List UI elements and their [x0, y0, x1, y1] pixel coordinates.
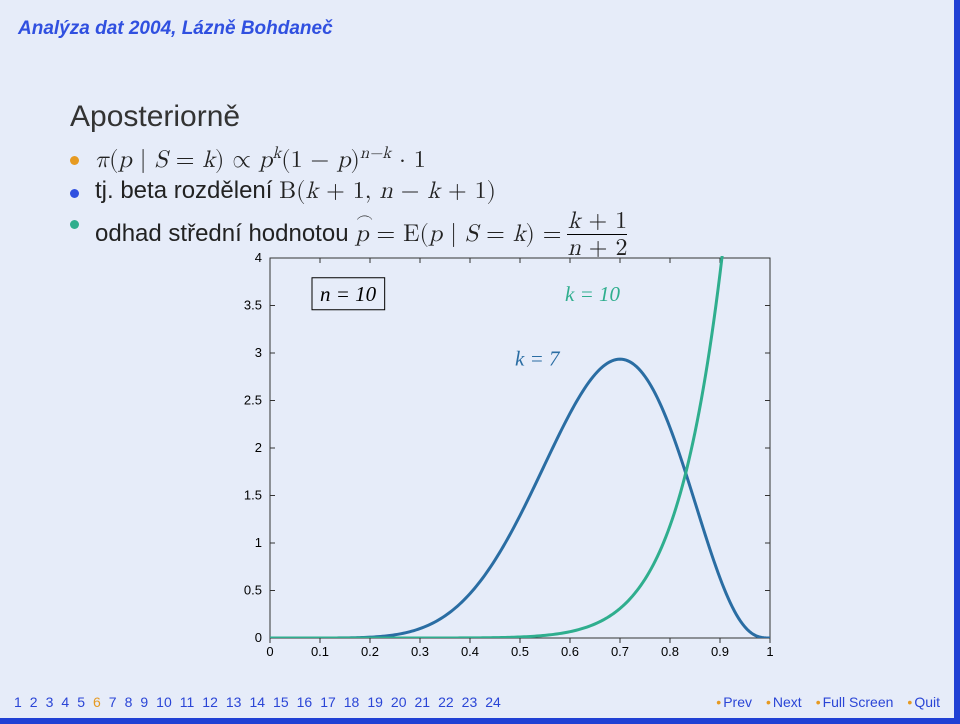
svg-text:0.1: 0.1	[311, 644, 329, 659]
chart-svg: 0 0.1 0.2 0.3 0.4 0.5 0.6 0.7 0.8 0.9 1 0 0.5 1 1.5 2 2.…	[220, 248, 780, 668]
nav-quit[interactable]: •Quit	[907, 694, 940, 710]
svg-text:2.5: 2.5	[244, 393, 262, 408]
page-link-21[interactable]: 21	[415, 694, 431, 710]
bullet-list: π(p | S = k) ∝ pk(1 − p)n−k · 1 tj. beta…	[70, 144, 890, 262]
svg-text:1: 1	[766, 644, 773, 659]
bullet-1: π(p | S = k) ∝ pk(1 − p)n−k · 1	[70, 144, 890, 175]
page-shadow: Analýza dat 2004, Lázně Bohdaneč Aposter…	[0, 0, 960, 724]
svg-text:k = 10: k = 10	[565, 282, 620, 306]
header-text: Analýza dat 2004, Lázně Bohdaneč	[18, 18, 333, 40]
page-link-13[interactable]: 13	[226, 694, 242, 710]
page-link-4[interactable]: 4	[61, 694, 69, 710]
page-link-20[interactable]: 20	[391, 694, 407, 710]
svg-text:0.9: 0.9	[711, 644, 729, 659]
nav-next[interactable]: •Next	[766, 694, 802, 710]
svg-text:n = 10: n = 10	[320, 282, 377, 306]
svg-text:0.7: 0.7	[611, 644, 629, 659]
content: Aposteriorně π(p | S = k) ∝ pk(1 − p)n−k…	[70, 100, 890, 264]
bullet-dot-3	[70, 220, 79, 229]
svg-text:0: 0	[255, 630, 262, 645]
page-link-9[interactable]: 9	[140, 694, 148, 710]
page-link-15[interactable]: 15	[273, 694, 289, 710]
nav-prev[interactable]: •Prev	[716, 694, 752, 710]
bullet-2: tj. beta rozdělení B(k + 1, n − k + 1)	[70, 177, 890, 206]
footer: 123456789101112131415161718192021222324 …	[0, 690, 954, 718]
page-numbers: 123456789101112131415161718192021222324	[14, 694, 501, 710]
nav-links: •Prev •Next •Full Screen •Quit	[716, 694, 940, 710]
page-link-2[interactable]: 2	[30, 694, 38, 710]
svg-text:1.5: 1.5	[244, 488, 262, 503]
page-link-18[interactable]: 18	[344, 694, 360, 710]
page-link-10[interactable]: 10	[156, 694, 172, 710]
page-link-1[interactable]: 1	[14, 694, 22, 710]
svg-text:0.6: 0.6	[561, 644, 579, 659]
bullet-text-1: π(p | S = k) ∝ pk(1 − p)n−k · 1	[95, 144, 426, 175]
svg-text:0: 0	[266, 644, 273, 659]
svg-text:0.5: 0.5	[244, 583, 262, 598]
svg-text:0.5: 0.5	[511, 644, 529, 659]
svg-text:0.2: 0.2	[361, 644, 379, 659]
page-link-5[interactable]: 5	[77, 694, 85, 710]
fraction-num: k + 1	[568, 208, 627, 234]
chart: 0 0.1 0.2 0.3 0.4 0.5 0.6 0.7 0.8 0.9 1 0 0.5 1 1.5 2 2.…	[220, 248, 780, 668]
bullet-dot-1	[70, 156, 79, 165]
svg-text:1: 1	[255, 535, 262, 550]
page-link-7[interactable]: 7	[109, 694, 117, 710]
page-link-3[interactable]: 3	[46, 694, 54, 710]
svg-text:0.3: 0.3	[411, 644, 429, 659]
page-link-24[interactable]: 24	[485, 694, 501, 710]
slide: Analýza dat 2004, Lázně Bohdaneč Aposter…	[0, 0, 954, 718]
svg-text:0.8: 0.8	[661, 644, 679, 659]
svg-text:3: 3	[255, 345, 262, 360]
bullet-text-2: tj. beta rozdělení B(k + 1, n − k + 1)	[95, 177, 496, 206]
svg-text:2: 2	[255, 440, 262, 455]
page-link-12[interactable]: 12	[202, 694, 218, 710]
svg-text:3.5: 3.5	[244, 298, 262, 313]
page-link-6[interactable]: 6	[93, 694, 101, 710]
page-link-11[interactable]: 11	[180, 694, 195, 710]
svg-text:4: 4	[255, 250, 262, 265]
bullet-dot-2	[70, 189, 79, 198]
page-link-8[interactable]: 8	[125, 694, 133, 710]
svg-text:0.4: 0.4	[461, 644, 479, 659]
nav-full-screen[interactable]: •Full Screen	[816, 694, 894, 710]
page-link-16[interactable]: 16	[297, 694, 313, 710]
svg-text:k = 7: k = 7	[515, 346, 561, 370]
page-link-19[interactable]: 19	[367, 694, 383, 710]
page-link-23[interactable]: 23	[462, 694, 478, 710]
page-link-22[interactable]: 22	[438, 694, 454, 710]
page-link-14[interactable]: 14	[249, 694, 265, 710]
page-link-17[interactable]: 17	[320, 694, 336, 710]
slide-title: Aposteriorně	[70, 100, 890, 134]
